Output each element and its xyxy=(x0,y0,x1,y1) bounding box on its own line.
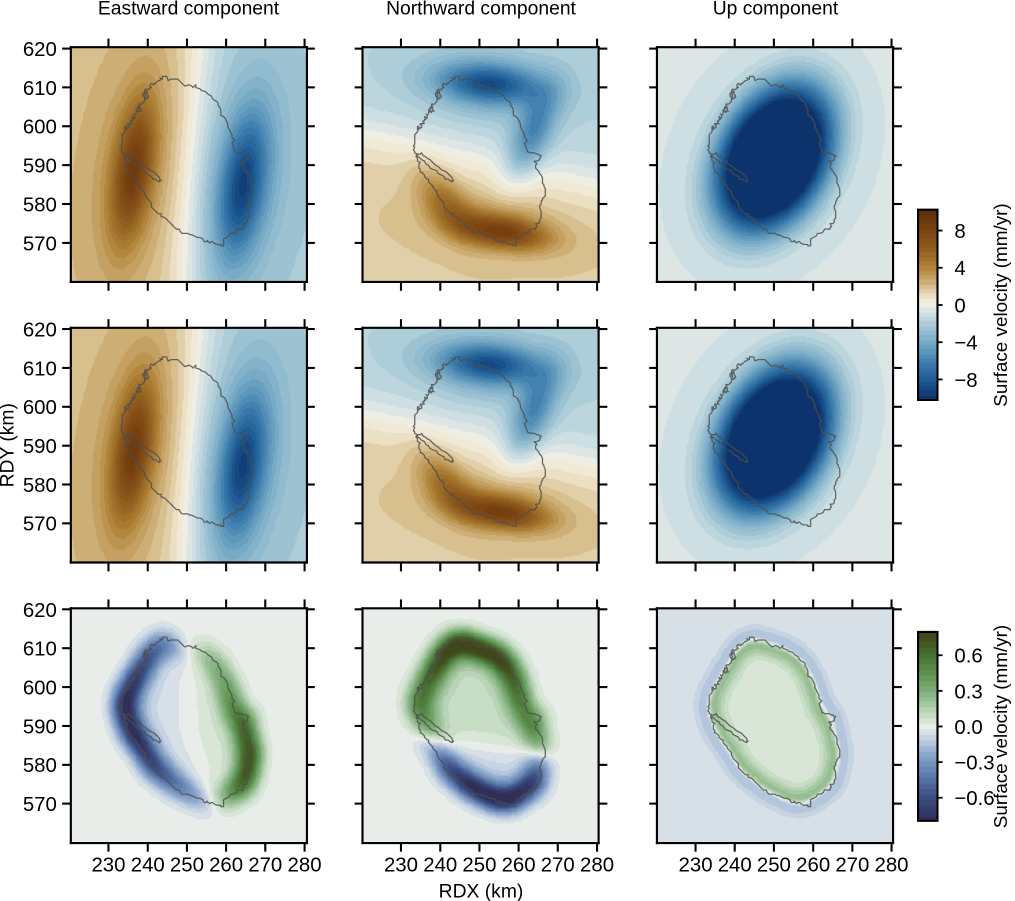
svg-text:Up component: Up component xyxy=(713,0,839,19)
svg-text:620: 620 xyxy=(23,319,57,341)
svg-text:0.0: 0.0 xyxy=(954,717,982,739)
svg-text:0.6: 0.6 xyxy=(954,646,982,668)
svg-text:270: 270 xyxy=(835,855,869,877)
svg-text:250: 250 xyxy=(757,855,791,877)
svg-text:600: 600 xyxy=(23,397,57,419)
svg-text:230: 230 xyxy=(679,855,713,877)
svg-text:570: 570 xyxy=(23,233,57,255)
svg-text:280: 280 xyxy=(874,855,908,877)
svg-text:270: 270 xyxy=(541,855,575,877)
svg-text:280: 280 xyxy=(580,855,614,877)
svg-text:580: 580 xyxy=(23,755,57,777)
svg-text:−8: −8 xyxy=(954,370,977,392)
svg-text:0: 0 xyxy=(954,295,965,317)
svg-text:280: 280 xyxy=(288,855,322,877)
svg-text:610: 610 xyxy=(23,639,57,661)
svg-text:620: 620 xyxy=(23,39,57,61)
svg-text:570: 570 xyxy=(23,514,57,536)
svg-text:250: 250 xyxy=(170,855,204,877)
svg-text:250: 250 xyxy=(462,855,496,877)
svg-text:−4: −4 xyxy=(954,333,977,355)
svg-text:RDX (km): RDX (km) xyxy=(439,881,524,901)
svg-text:RDY (km): RDY (km) xyxy=(0,403,18,487)
svg-text:−0.6: −0.6 xyxy=(954,788,994,810)
svg-text:620: 620 xyxy=(23,600,57,622)
svg-text:240: 240 xyxy=(718,855,752,877)
svg-text:240: 240 xyxy=(131,855,165,877)
svg-text:610: 610 xyxy=(23,78,57,100)
svg-text:600: 600 xyxy=(23,677,57,699)
svg-text:Eastward component: Eastward component xyxy=(98,0,280,19)
svg-text:570: 570 xyxy=(23,794,57,816)
svg-text:240: 240 xyxy=(423,855,457,877)
svg-text:600: 600 xyxy=(23,117,57,139)
svg-text:8: 8 xyxy=(954,221,965,243)
svg-text:610: 610 xyxy=(23,358,57,380)
svg-text:590: 590 xyxy=(23,436,57,458)
svg-text:−0.3: −0.3 xyxy=(954,753,994,775)
svg-text:590: 590 xyxy=(23,156,57,178)
svg-text:580: 580 xyxy=(23,475,57,497)
svg-text:260: 260 xyxy=(796,855,830,877)
svg-text:260: 260 xyxy=(209,855,243,877)
svg-text:260: 260 xyxy=(502,855,536,877)
svg-text:590: 590 xyxy=(23,716,57,738)
svg-text:Surface velocity (mm/yr): Surface velocity (mm/yr) xyxy=(991,625,1012,828)
svg-text:230: 230 xyxy=(384,855,418,877)
svg-text:580: 580 xyxy=(23,194,57,216)
svg-text:4: 4 xyxy=(954,258,965,280)
svg-text:0.3: 0.3 xyxy=(954,681,982,703)
svg-text:230: 230 xyxy=(91,855,125,877)
svg-text:Northward component: Northward component xyxy=(386,0,576,19)
svg-text:270: 270 xyxy=(248,855,282,877)
svg-text:Surface velocity (mm/yr): Surface velocity (mm/yr) xyxy=(991,203,1012,406)
